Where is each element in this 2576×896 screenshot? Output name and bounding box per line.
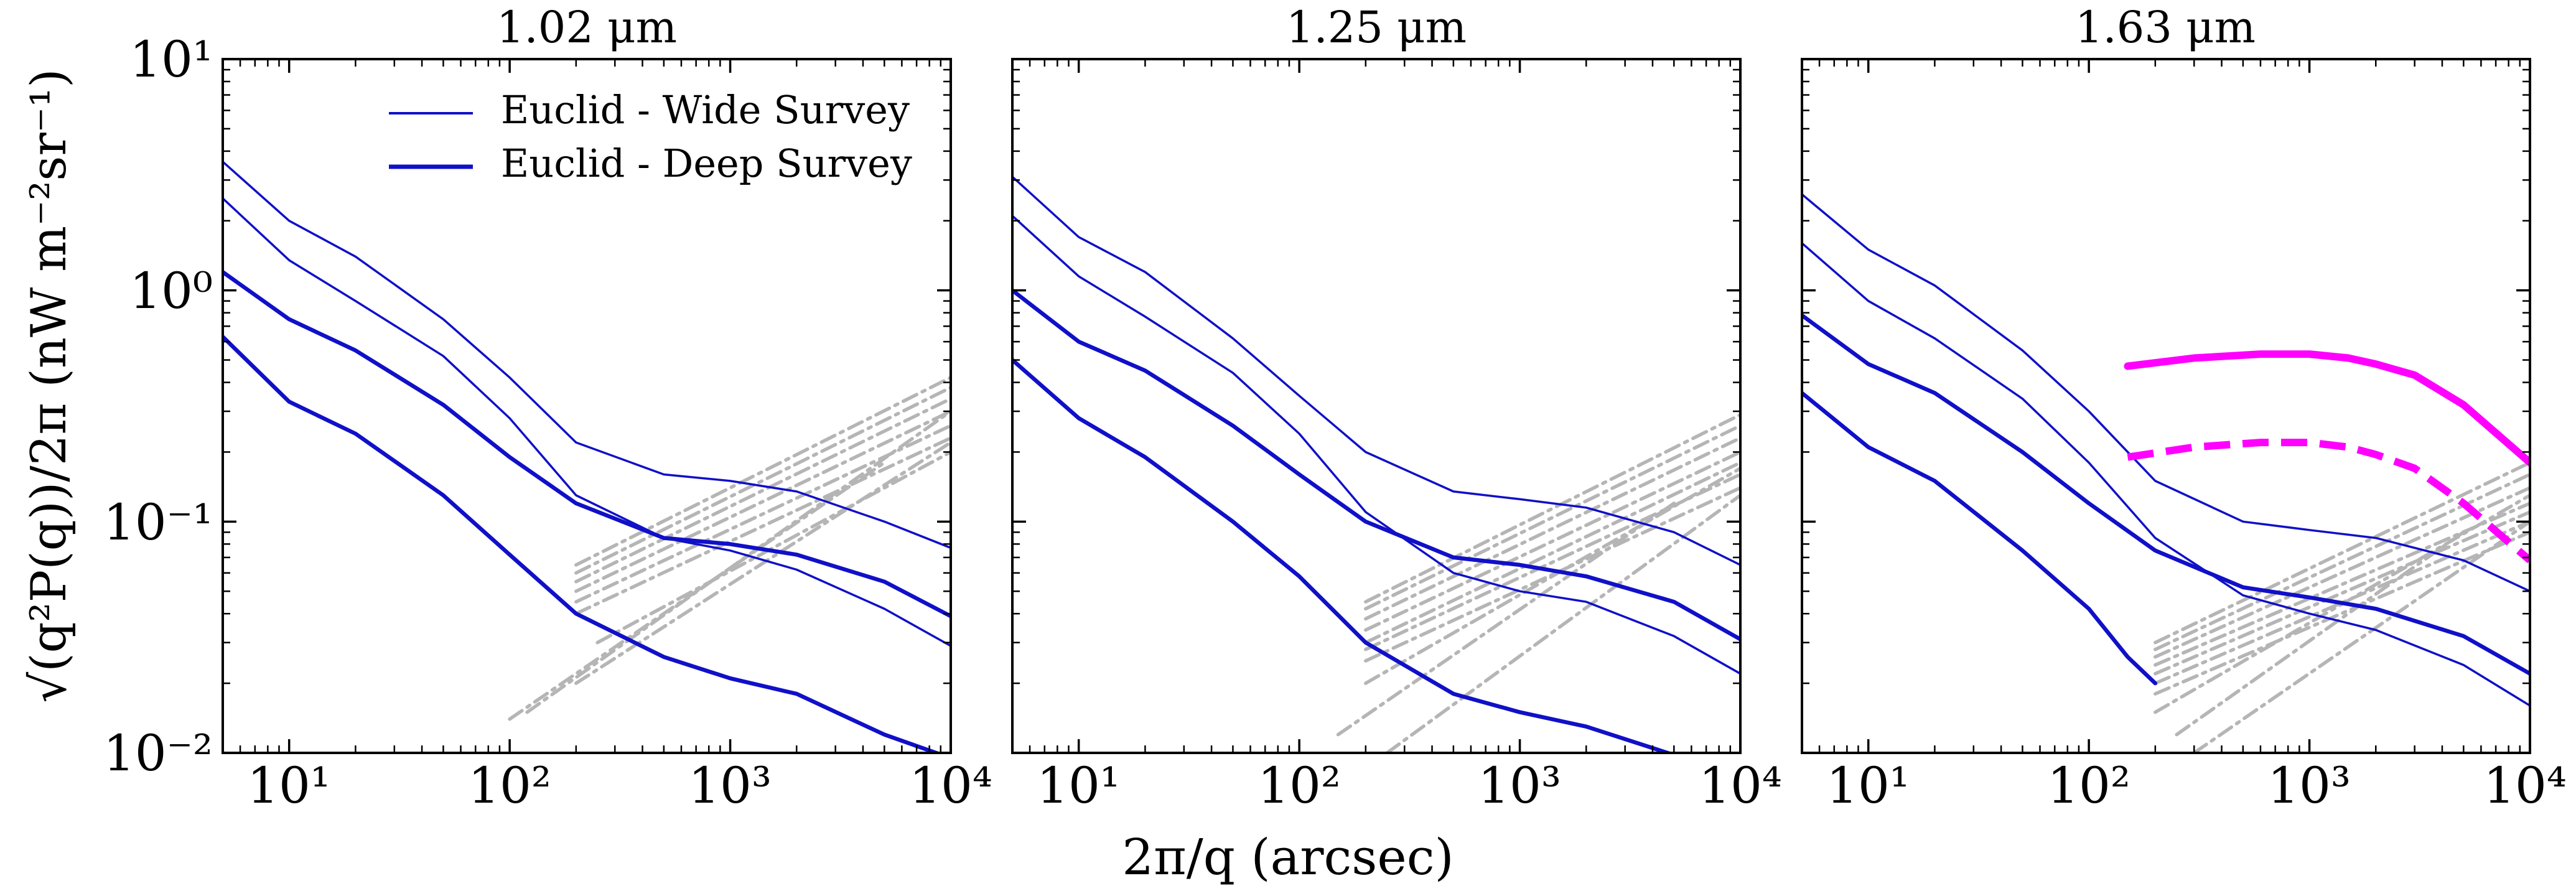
series-line <box>2192 520 2530 753</box>
panel-1-63um: 1.63 μm 10¹ 10² 10³ 10⁴ <box>1801 2 2567 814</box>
panel-1-02um: 1.02 μm 10¹ 10⁰ 10⁻¹ 10⁻² 10¹ 10² 10³ 10… <box>103 2 992 814</box>
y-tick-label: 10⁻² <box>103 724 213 782</box>
series-line <box>223 269 951 618</box>
x-tick-label: 10¹ <box>1037 757 1120 814</box>
x-tick-labels: 10¹ 10² 10³ 10⁴ <box>247 757 992 814</box>
series-line <box>1364 466 1740 685</box>
x-tick-label: 10² <box>468 757 551 814</box>
series-line <box>574 436 951 615</box>
y-tick-label: 10⁻¹ <box>103 493 213 551</box>
series-line <box>2154 486 2530 659</box>
series-line <box>574 375 951 567</box>
series-line <box>1364 460 1740 645</box>
x-tick-label: 10³ <box>688 757 772 814</box>
x-tick-label: 10⁴ <box>909 757 992 814</box>
y-axis-label: √(q²P(q))/2π (nW m⁻²sr⁻¹) <box>21 68 77 702</box>
x-tick-label: 10² <box>2047 757 2130 814</box>
series-line <box>223 334 943 753</box>
x-tick-labels: 10¹ 10² 10³ 10⁴ <box>1826 757 2567 814</box>
panel-1-25um: 1.25 μm 10¹ 10² 10³ 10⁴ <box>1011 2 1782 814</box>
series-layer <box>1012 175 1740 753</box>
panel-title: 1.25 μm <box>1286 2 1467 53</box>
series-line <box>1364 450 1740 632</box>
series-line <box>1385 493 1740 753</box>
series-line <box>2175 530 2466 737</box>
y-tick-label: 10⁰ <box>129 262 213 320</box>
series-line <box>223 197 951 647</box>
plot-frame <box>222 58 952 754</box>
series-line <box>574 397 951 584</box>
x-tick-label: 10³ <box>2267 757 2351 814</box>
series-line <box>508 460 887 721</box>
legend-label-wide: Euclid - Wide Survey <box>501 87 910 133</box>
x-tick-label: 10¹ <box>1826 757 1910 814</box>
series-line <box>1012 175 1740 566</box>
series-line <box>1364 436 1740 621</box>
series-line <box>1012 358 1674 753</box>
series-line <box>1364 424 1740 611</box>
series-line <box>1336 502 1676 737</box>
plot-frame <box>1801 58 2531 754</box>
series-line <box>1012 288 1740 642</box>
series-line <box>2124 350 2530 467</box>
x-tick-label: 10³ <box>1478 757 1561 814</box>
y-tick-label: 10¹ <box>129 30 213 88</box>
panel-title: 1.63 μm <box>2075 2 2256 53</box>
series-line <box>1364 413 1740 604</box>
series-line <box>1012 215 1740 675</box>
series-line <box>595 450 951 645</box>
x-tick-label: 10⁴ <box>2483 757 2567 814</box>
x-tick-label: 10¹ <box>247 757 330 814</box>
series-line <box>2154 502 2530 667</box>
series-line <box>1802 242 2530 707</box>
series-line <box>574 386 951 575</box>
legend-label-deep: Euclid - Deep Survey <box>501 141 912 186</box>
x-tick-labels: 10¹ 10² 10³ 10⁴ <box>1037 757 1782 814</box>
series-line <box>2154 510 2530 676</box>
series-line <box>2154 530 2530 696</box>
series-line <box>574 409 951 593</box>
series-layer <box>1802 193 2530 753</box>
plot-frame <box>1011 58 1742 754</box>
x-tick-label: 10² <box>1258 757 1341 814</box>
series-line <box>1802 313 2530 676</box>
series-line <box>223 161 951 549</box>
x-tick-label: 10⁴ <box>1699 757 1782 814</box>
series-line <box>1802 391 2158 686</box>
legend: Euclid - Wide Survey Euclid - Deep Surve… <box>389 87 912 186</box>
series-line <box>2127 439 2530 564</box>
series-layer <box>223 161 951 753</box>
series-line <box>2154 460 2530 645</box>
series-line <box>1802 193 2530 592</box>
y-tick-labels: 10¹ 10⁰ 10⁻¹ 10⁻² <box>103 30 213 782</box>
x-axis-label: 2π/q (arcsec) <box>1122 828 1454 886</box>
panel-title: 1.02 μm <box>497 2 677 53</box>
